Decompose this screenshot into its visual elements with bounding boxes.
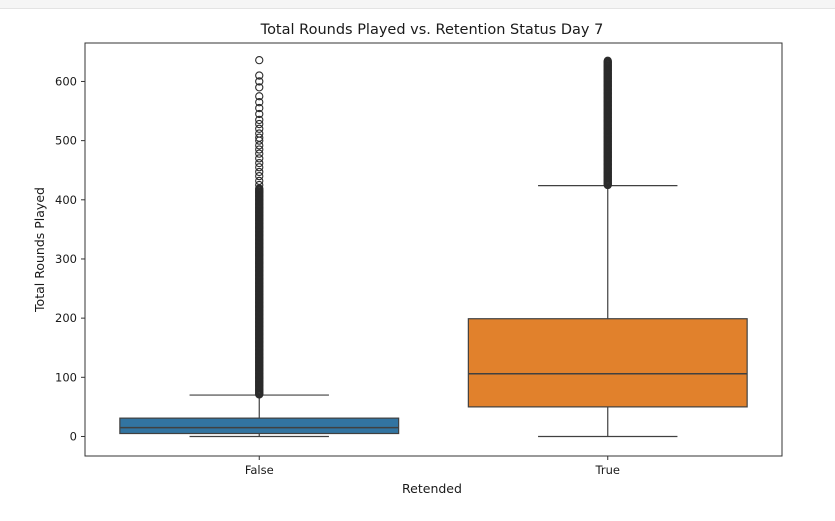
box-true: [467, 318, 748, 408]
outlier-point-false: [255, 163, 264, 172]
outlier-point-false: [255, 145, 264, 154]
outliers-false: [255, 56, 264, 399]
outlier-point-true: [603, 56, 612, 65]
outlier-point-false: [255, 77, 264, 86]
outlier-point-false: [255, 180, 264, 190]
outlier-point-false: [255, 103, 264, 113]
outlier-point-false: [255, 149, 264, 158]
outlier-point-false: [255, 119, 264, 129]
outlier-point-false: [255, 92, 264, 101]
plot-frame: [84, 42, 783, 457]
y-tick-label: 300: [55, 252, 77, 266]
chart-title: Total Rounds Played vs. Retention Status…: [260, 22, 604, 38]
outlier-point-false: [255, 129, 264, 138]
outlier-point-false: [255, 109, 264, 119]
outlier-point-false: [255, 115, 264, 125]
y-tick-label: 100: [55, 370, 77, 384]
y-tick-label: 600: [55, 74, 77, 88]
outlier-point-false: [255, 154, 264, 163]
outlier-point-false: [255, 171, 264, 181]
outlier-point-false: [255, 56, 264, 65]
y-tick-label: 400: [55, 193, 77, 207]
outlier-point-false: [255, 98, 264, 107]
outlier-point-false: [255, 167, 264, 177]
y-tick-label: 200: [55, 311, 77, 325]
notebook-cell-edge: [0, 0, 835, 9]
outliers-true: [603, 56, 612, 190]
y-axis-label: Total Rounds Played: [32, 187, 47, 313]
outlier-point-false: [255, 158, 264, 168]
x-tick-label-true: True: [595, 463, 620, 477]
outlier-point-false: [255, 176, 264, 186]
x-axis-label: Retended: [402, 481, 462, 496]
box-false: [119, 417, 400, 435]
outlier-point-false: [255, 133, 264, 142]
y-tick-label: 0: [70, 429, 77, 443]
outlier-point-false: [255, 83, 264, 92]
x-tick-label-false: False: [245, 463, 274, 477]
outlier-point-false: [255, 71, 264, 80]
y-tick-label: 500: [55, 134, 77, 148]
outlier-point-false: [255, 124, 264, 133]
